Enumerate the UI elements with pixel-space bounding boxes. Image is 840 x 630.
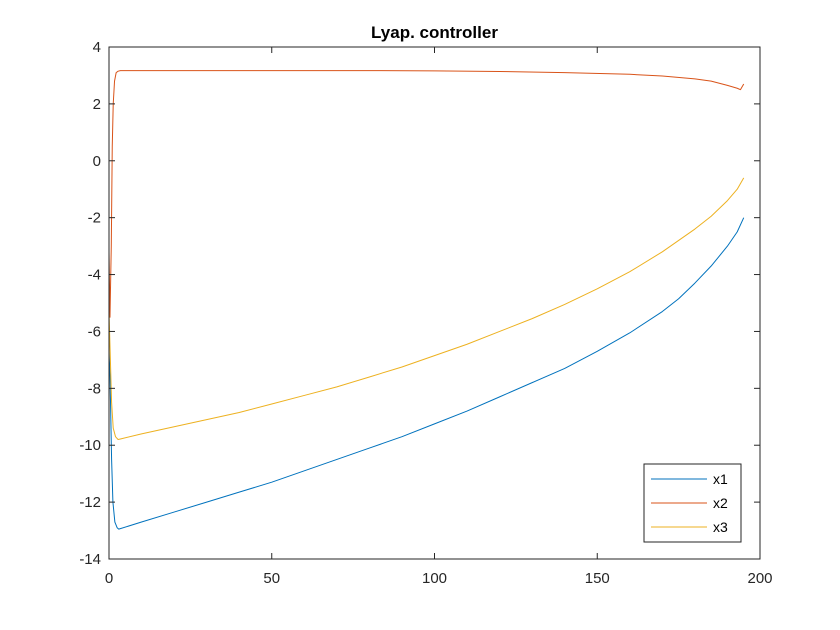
y-tick-label: -8 <box>88 380 101 397</box>
legend-label-x3: x3 <box>713 519 728 535</box>
series-line-x3 <box>108 177 745 441</box>
y-tick-label: -6 <box>88 323 101 340</box>
y-tick-label: -12 <box>79 494 101 511</box>
chart-title: Lyap. controller <box>371 23 498 42</box>
x-tick-label: 100 <box>422 570 447 587</box>
y-axis: -14 -12 -10 -8 -6 -4 -2 0 2 4 <box>79 39 760 568</box>
series-line-x1 <box>108 217 745 530</box>
legend-label-x2: x2 <box>713 495 728 511</box>
legend-label-x1: x1 <box>713 471 728 487</box>
series-line-x2 <box>108 70 745 318</box>
x-tick-label: 150 <box>585 570 610 587</box>
y-tick-label: 4 <box>93 39 101 56</box>
y-tick-label: 0 <box>93 153 101 170</box>
y-tick-label: -10 <box>79 437 101 454</box>
series-layer <box>108 70 745 530</box>
y-tick-label: -2 <box>88 210 101 227</box>
x-tick-label: 50 <box>263 570 280 587</box>
x-tick-label: 0 <box>105 570 113 587</box>
x-tick-label: 200 <box>747 570 772 587</box>
x-axis: 0 50 100 150 200 <box>105 47 773 587</box>
legend: x1 x2 x3 <box>643 463 742 543</box>
y-tick-label: 2 <box>93 96 101 113</box>
y-tick-label: -14 <box>79 551 101 568</box>
y-tick-label: -4 <box>88 267 101 284</box>
